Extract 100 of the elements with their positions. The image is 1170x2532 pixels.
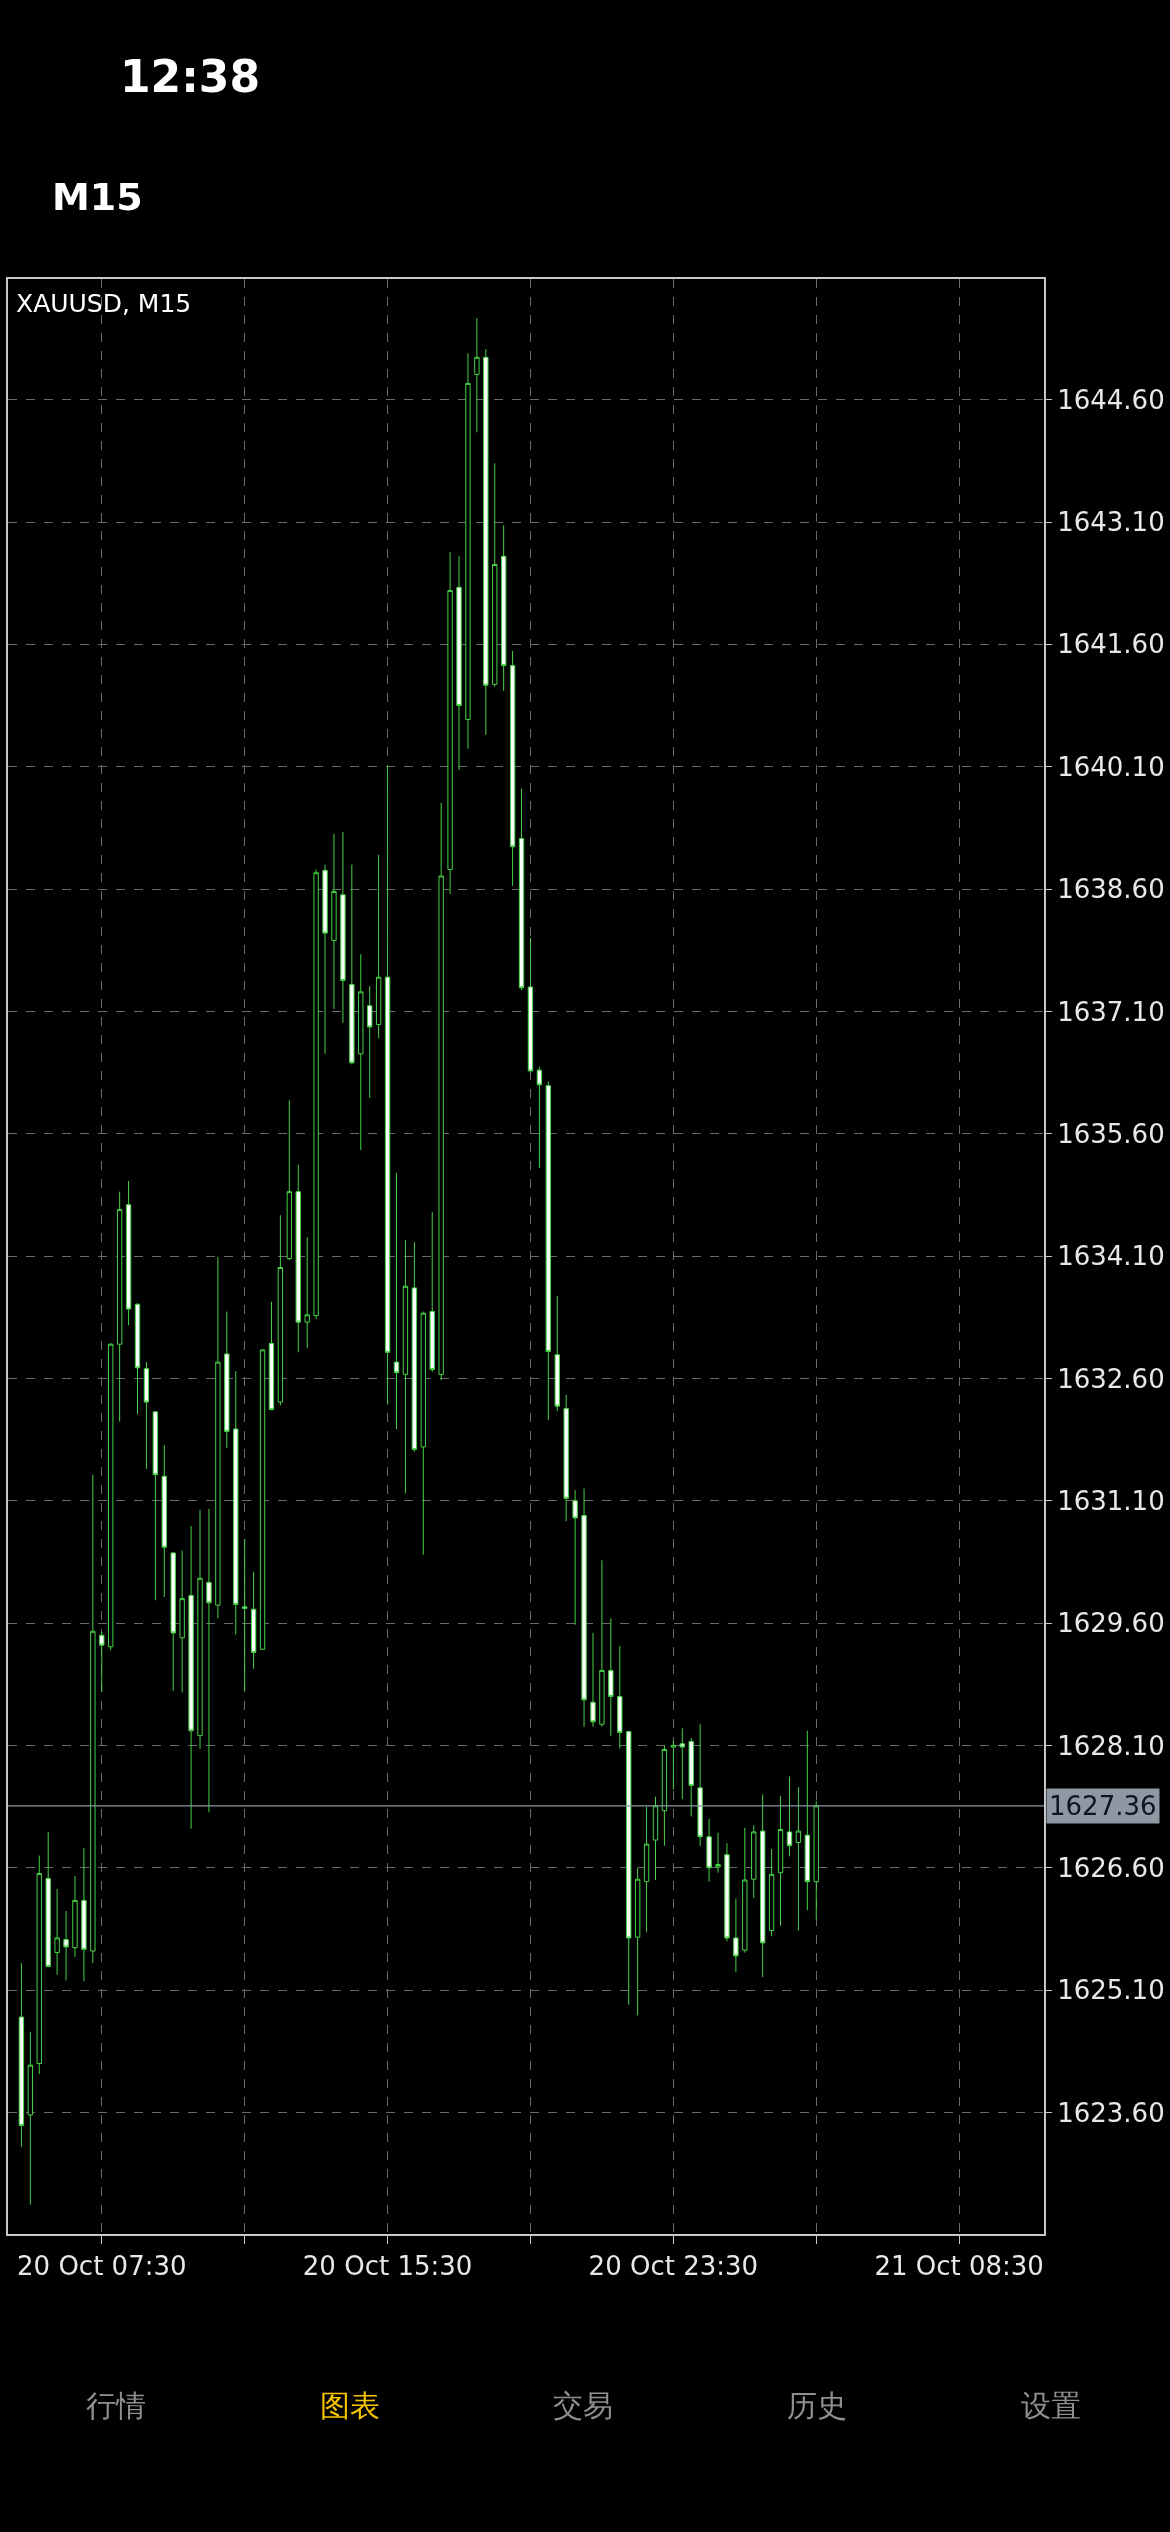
chart-title: XAUUSD, M15: [16, 289, 192, 318]
candlestick: [420, 1311, 426, 1556]
candlestick: [456, 555, 462, 771]
candlestick: [250, 1571, 257, 1670]
candlestick: [527, 937, 534, 1074]
candlestick: [786, 1775, 793, 1857]
candlestick: [152, 1410, 159, 1601]
candlestick: [733, 1898, 739, 1973]
text: 设置: [1021, 2388, 1081, 2423]
candlestick: [402, 1239, 409, 1494]
candlestick: [599, 1559, 605, 1728]
text: M15: [52, 175, 143, 219]
candlestick: [813, 1800, 819, 1920]
candlestick: [483, 348, 489, 736]
y-tick-label: 1641.60: [1057, 629, 1165, 660]
candlestick: [634, 1867, 641, 2016]
candlestick: [206, 1508, 212, 1813]
candlestick: [241, 1538, 248, 1692]
candlestick: [179, 1550, 185, 1693]
candlestick: [500, 524, 507, 692]
y-tick-label: 1626.60: [1057, 1852, 1165, 1883]
candlestick: [116, 1191, 123, 1423]
candlestick: [572, 1489, 578, 1626]
candlestick: [751, 1824, 757, 1899]
candlestick: [384, 765, 391, 1406]
candlestick: [679, 1727, 685, 1800]
candlestick: [233, 1370, 239, 1636]
candlestick: [349, 864, 355, 1065]
candlestick: [143, 1361, 150, 1470]
y-tick-label: 1640.10: [1057, 751, 1165, 782]
y-tick-label: 1631.10: [1057, 1485, 1165, 1516]
candlestick: [768, 1848, 775, 1937]
y-tick-label: 1644.60: [1057, 384, 1165, 415]
candlestick: [358, 953, 364, 1151]
y-tick-label: 1628.10: [1057, 1730, 1165, 1761]
y-tick-label: 1632.60: [1057, 1363, 1165, 1394]
y-tick-label: 1634.10: [1057, 1241, 1165, 1272]
y-tick-label: 1629.60: [1057, 1608, 1165, 1639]
candlestick: [706, 1818, 712, 1883]
candlestick: [509, 650, 516, 887]
candlestick: [286, 1099, 293, 1261]
candlestick: [197, 1509, 203, 1750]
candlestick: [438, 802, 444, 1381]
y-tick-label: 1635.60: [1057, 1118, 1165, 1149]
candlestick: [90, 1474, 96, 1964]
candlestick: [643, 1806, 650, 1933]
text: 图表: [320, 2388, 380, 2423]
candlestick: [670, 1740, 677, 1790]
candlestick: [652, 1796, 659, 1881]
candlestick: [367, 985, 373, 1099]
candlestick: [777, 1795, 784, 1927]
y-tick-label: 1638.60: [1057, 874, 1165, 905]
ref-line-label: 1627.36: [1049, 1791, 1157, 1821]
candlestick: [188, 1525, 194, 1830]
candlestick: [742, 1827, 748, 1954]
candlestick: [313, 869, 319, 1320]
candlestick: [563, 1394, 569, 1522]
candlestick: [626, 1730, 632, 2006]
candlestick: [759, 1793, 766, 1978]
x-tick-label: 21 Oct 08:30: [874, 2251, 1044, 2282]
candlestick: [125, 1180, 132, 1326]
text: 行情: [86, 2388, 146, 2423]
x-tick-label: 20 Oct 23:30: [588, 2251, 759, 2282]
y-tick-label: 1623.60: [1057, 2097, 1165, 2128]
candlestick: [545, 1081, 552, 1421]
candlestick: [474, 317, 480, 433]
candlestick: [518, 788, 525, 991]
x-tick-label: 20 Oct 07:30: [17, 2251, 187, 2282]
candlestick: [18, 1962, 25, 2148]
candlestick: [99, 1631, 105, 1693]
candlestick: [331, 833, 337, 1010]
candlestick: [63, 1910, 69, 1981]
text: 历史: [787, 2388, 847, 2423]
candlestick: [554, 1295, 560, 1412]
candlestick: [492, 462, 498, 688]
candlestick: [81, 1847, 87, 1982]
candlestick: [268, 1301, 275, 1411]
candlestick: [724, 1842, 730, 1942]
candlestick: [688, 1737, 694, 1817]
candlestick: [295, 1164, 301, 1353]
candlestick: [170, 1551, 176, 1692]
text: 12:38: [120, 51, 261, 102]
candlestick: [536, 1066, 543, 1169]
x-tick-label: 20 Oct 15:30: [302, 2251, 473, 2282]
candlestick: [804, 1730, 811, 1911]
candlestick: [134, 1302, 141, 1415]
candlestick: [161, 1444, 167, 1598]
candlestick: [340, 831, 346, 1024]
candlestick: [393, 1172, 400, 1430]
candlestick: [72, 1875, 78, 1958]
candlestick: [108, 1342, 114, 1651]
candlestick: [54, 1888, 60, 1976]
candlestick: [27, 2031, 34, 2206]
candlestick: [581, 1488, 587, 1728]
candlestick: [617, 1645, 623, 1750]
candlestick: [224, 1311, 230, 1449]
y-tick-label: 1625.10: [1057, 1975, 1165, 2006]
candlestick: [447, 551, 453, 895]
candlestick: [697, 1723, 703, 1847]
candlestick: [277, 1214, 284, 1406]
